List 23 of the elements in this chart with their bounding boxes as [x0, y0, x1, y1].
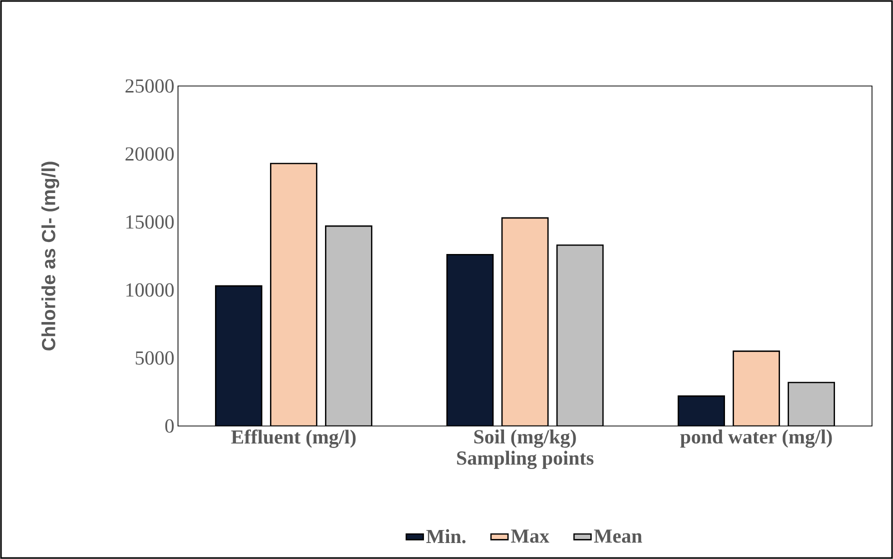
- bar: [446, 254, 494, 426]
- x-tick-label: Effluent (mg/l): [231, 430, 356, 448]
- bar: [270, 162, 318, 426]
- x-tick-label: pond water (mg/l): [680, 430, 832, 448]
- x-tick-label: Soil (mg/kg): [474, 430, 576, 448]
- bar: [501, 217, 549, 426]
- y-tick-label: 25000: [126, 79, 174, 93]
- legend-label: Mean: [594, 530, 642, 543]
- bar: [556, 244, 604, 426]
- bar: [215, 285, 262, 426]
- y-tick-label: 0: [165, 419, 174, 433]
- legend-label: Max: [510, 530, 550, 543]
- y-tick-label: 10000: [126, 283, 174, 297]
- x-axis-title: Sampling points: [457, 450, 594, 470]
- bar: [325, 225, 372, 426]
- y-tick-label: 5000: [136, 351, 174, 365]
- y-tick-label: 15000: [126, 215, 174, 229]
- bar: [788, 382, 835, 426]
- y-axis-title: Chloride as Cl- (mg/l): [41, 162, 60, 350]
- legend-label: Min.: [426, 529, 466, 544]
- bar: [678, 395, 725, 426]
- y-tick-label: 20000: [126, 147, 174, 161]
- bar: [732, 350, 780, 426]
